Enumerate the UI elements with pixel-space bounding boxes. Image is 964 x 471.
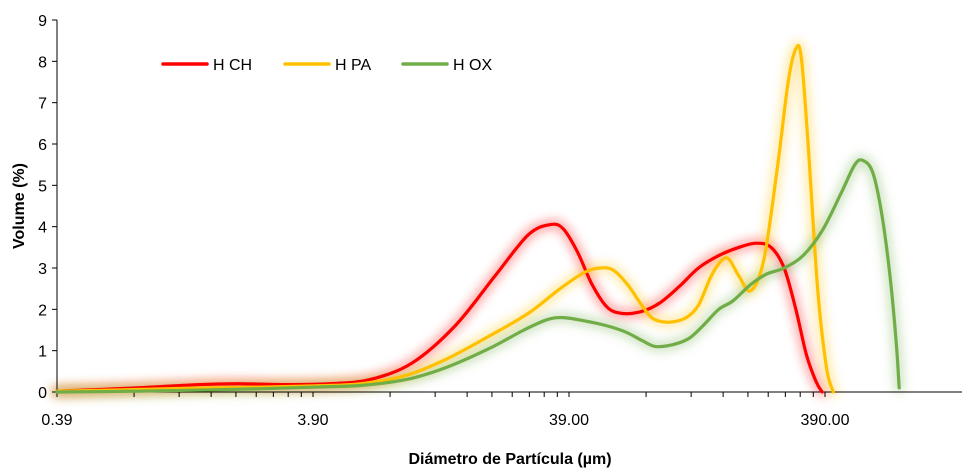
legend-item: H PA <box>283 57 371 74</box>
series-line-1 <box>55 43 835 394</box>
y-tick-label: 8 <box>38 54 47 71</box>
axes <box>56 20 962 393</box>
legend-item: H OX <box>401 57 492 74</box>
y-tick-label: 9 <box>38 13 47 30</box>
legend: H CH H PA H OX <box>161 57 492 74</box>
y-tick-label: 5 <box>38 178 47 195</box>
y-axis-title: Volume (%) <box>11 163 28 249</box>
x-tick-label: 390.00 <box>801 412 850 429</box>
x-tick-label: 3.90 <box>297 412 328 429</box>
series-layer <box>55 43 901 394</box>
y-tick-label: 7 <box>38 96 47 113</box>
legend-label: H OX <box>453 57 492 74</box>
y-tick-label: 4 <box>38 220 47 237</box>
series-glow-layer <box>52 40 905 397</box>
y-tick-label: 0 <box>38 385 47 402</box>
x-tick-label: 39.00 <box>549 412 589 429</box>
y-tick-label: 3 <box>38 261 47 278</box>
y-ticks: 0 1 2 3 4 5 6 7 8 9 <box>38 13 57 402</box>
series-line-2 <box>55 158 901 394</box>
x-ticks: 0.39 3.90 39.00 390.00 <box>41 392 850 429</box>
legend-label: H PA <box>335 57 371 74</box>
x-tick-label: 0.39 <box>41 412 72 429</box>
y-tick-label: 1 <box>38 344 47 361</box>
legend-item: H CH <box>161 57 252 74</box>
y-tick-label: 6 <box>38 137 47 154</box>
legend-label: H CH <box>213 57 252 74</box>
x-axis-title: Diámetro de Partícula (µm) <box>408 451 611 468</box>
y-tick-label: 2 <box>38 302 47 319</box>
